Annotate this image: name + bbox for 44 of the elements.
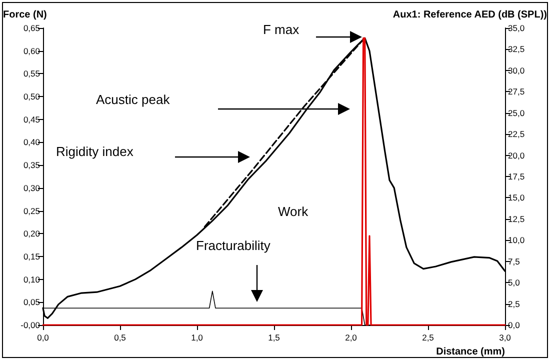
y2-tick-label: 30,0 (508, 65, 525, 76)
annotation: F max (263, 22, 300, 37)
y-tick-label: 0,30 (23, 182, 40, 193)
y2-tick-label: 27,5 (508, 86, 525, 97)
y-tick-label: -0,00 (20, 320, 40, 330)
annotation: Fracturability (196, 238, 270, 253)
y2-tick-label: 22,5 (508, 129, 525, 140)
y-tick-label: 0,05 (23, 297, 40, 308)
y2-tick-label: 12,5 (508, 214, 525, 224)
y-tick-label: 0,45 (23, 114, 40, 124)
y-tick-label: 0,15 (23, 251, 40, 262)
y2-tick-label: 35,0 (508, 23, 525, 33)
x-tick-label: 1,5 (268, 332, 280, 342)
y2-axis-title: Aux1: Reference AED (dB (SPL)) (392, 10, 547, 20)
y2-tick-label: 25,0 (508, 108, 525, 118)
y-tick-label: 0,55 (23, 68, 40, 79)
annotation: Work (278, 204, 308, 219)
x-tick-label: 0,5 (114, 332, 126, 342)
x-tick-label: 2,5 (422, 332, 434, 342)
y2-tick-label: 32,5 (508, 44, 525, 54)
y-axis-title: Force (N) (3, 10, 47, 20)
y-tick-label: 0,65 (23, 23, 40, 33)
y2-tick-label: 5,0 (508, 278, 520, 288)
y2-tick-label: 20,0 (508, 150, 525, 160)
annotation: Acustic peak (96, 92, 170, 107)
y-tick-label: 0,25 (23, 206, 40, 216)
x-axis-title: Distance (mm) (436, 346, 505, 358)
y2-tick-label: 0,0 (508, 320, 520, 330)
y-tick-label: 0,60 (23, 46, 40, 56)
x-tick-label: 3,0 (499, 332, 512, 342)
x-tick-label: 1,0 (191, 332, 204, 342)
y2-tick-label: 7,5 (508, 256, 520, 266)
y2-tick-label: 15,0 (508, 192, 525, 203)
y2-tick-label: 2,5 (508, 298, 520, 309)
y-tick-label: 0,10 (23, 274, 40, 284)
y-tick-label: 0,50 (23, 92, 40, 102)
x-tick-label: 0,0 (37, 332, 50, 342)
y2-tick-label: 10,0 (508, 235, 525, 246)
y2-tick-label: 17,5 (508, 172, 525, 182)
y-tick-label: 0,35 (23, 160, 40, 170)
y-tick-label: 0,40 (23, 137, 40, 148)
annotation: Rigidity index (56, 144, 134, 159)
y-tick-label: 0,20 (23, 228, 40, 239)
x-tick-label: 2,0 (345, 332, 358, 342)
